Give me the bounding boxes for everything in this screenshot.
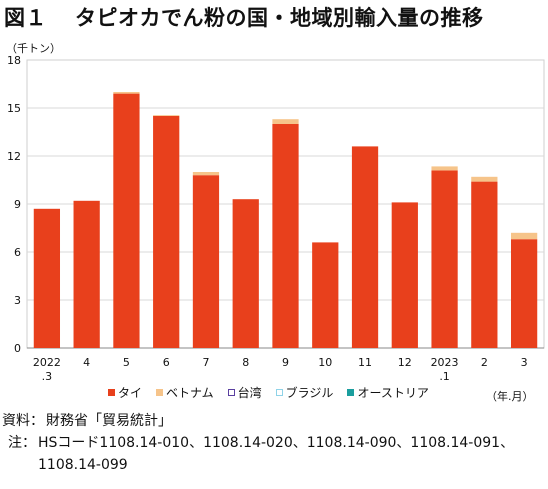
x-tick-label: 2	[481, 356, 488, 369]
note-row: 注： HSコード1108.14-010、1108.14-020、1108.14-…	[0, 432, 514, 454]
y-tick-label: 12	[7, 150, 21, 163]
bar-ベトナム-11	[471, 176, 498, 182]
legend-swatch	[347, 389, 355, 396]
x-tick-label: 4	[83, 356, 90, 369]
x-tick-label: 2022	[33, 356, 61, 369]
x-axis-unit: （年.月）	[486, 390, 534, 403]
x-tick-label: 8	[242, 356, 249, 369]
legend-swatch	[227, 389, 235, 396]
chart-title: 図１ タピオカでん粉の国・地域別輸入量の推移	[4, 2, 484, 32]
bar-タイ-11	[471, 181, 498, 348]
bar-タイ-9	[391, 202, 418, 348]
x-tick-label: .1	[439, 370, 450, 383]
legend-swatch	[108, 389, 115, 396]
legend-label: ブラジル	[285, 386, 334, 400]
x-tick-label: 12	[398, 356, 412, 369]
note-label: 注：	[8, 435, 36, 451]
bar-ベトナム-4	[192, 172, 220, 176]
title-text: タピオカでん粉の国・地域別輸入量の推移	[75, 6, 484, 30]
bar-タイ-8	[351, 146, 379, 348]
notes: 資料： 財務省「貿易統計」 注： HSコード1108.14-010、1108.1…	[0, 410, 514, 476]
x-tick-label: 3	[521, 356, 528, 369]
bar-ベトナム-10	[431, 166, 458, 171]
y-tick-label: 3	[14, 294, 21, 307]
legend-swatch	[156, 389, 164, 396]
y-tick-label: 15	[7, 102, 21, 115]
legend-item-austria: オーストリア	[347, 384, 429, 401]
legend-item-thailand: タイ	[108, 384, 142, 401]
note-text-line2: 1108.14-099	[38, 457, 128, 473]
bar-タイ-12	[510, 239, 538, 348]
bar-ベトナム-12	[510, 232, 538, 240]
x-tick-label: 5	[123, 356, 130, 369]
x-tick-label: 9	[282, 356, 289, 369]
y-tick-label: 9	[14, 198, 21, 211]
x-tick-label: 7	[202, 356, 209, 369]
y-tick-label: 18	[7, 54, 21, 67]
legend-item-brazil: ブラジル	[275, 384, 334, 401]
figure-number: 図１	[4, 6, 47, 30]
bar-ベトナム-6	[272, 119, 299, 124]
bar-タイ-7	[312, 242, 339, 348]
legend-label: タイ	[118, 386, 143, 400]
note-text-line1: HSコード1108.14-010、1108.14-020、1108.14-090…	[38, 435, 515, 451]
bar-タイ-1	[73, 200, 100, 348]
source-label: 資料：	[2, 413, 44, 429]
bar-タイ-5	[232, 199, 259, 348]
legend-label: ベトナム	[166, 386, 214, 400]
x-tick-label: 2023	[431, 356, 459, 369]
bar-chart: 0 3 6 9 12 15 18 2022.3 4 5 6 7 8 9 10 11 12 2023.1 2 3	[7, 54, 545, 383]
source-text: 財務省「貿易統計」	[46, 413, 172, 429]
bar-タイ-3	[153, 116, 180, 348]
y-axis-unit: （千トン）	[6, 42, 61, 55]
y-tick-label: 0	[14, 342, 21, 355]
legend-item-vietnam: ベトナム	[156, 384, 214, 401]
legend-label: 台湾	[237, 386, 262, 400]
bar-タイ-4	[192, 175, 220, 348]
bar-ベトナム-2	[113, 92, 140, 94]
note-row-2: 1108.14-099	[0, 454, 514, 476]
legend-label: オーストリア	[357, 386, 429, 400]
x-tick-label: 6	[163, 356, 170, 369]
bar-タイ-10	[431, 170, 458, 348]
bar-タイ-0	[33, 208, 61, 348]
x-tick-label: 11	[358, 356, 372, 369]
y-tick-label: 6	[14, 246, 21, 259]
bar-タイ-2	[113, 93, 140, 348]
legend-swatch	[275, 389, 283, 396]
note-indent	[0, 454, 38, 476]
legend: タイ ベトナム 台湾 ブラジル オーストリア	[108, 384, 429, 401]
legend-item-taiwan: 台湾	[227, 384, 262, 401]
x-tick-label: 10	[318, 356, 332, 369]
x-tick-label: .3	[42, 370, 53, 383]
bar-タイ-6	[272, 124, 299, 348]
source-row: 資料： 財務省「貿易統計」	[0, 410, 514, 432]
bar-ベトナム-3	[153, 115, 180, 116]
